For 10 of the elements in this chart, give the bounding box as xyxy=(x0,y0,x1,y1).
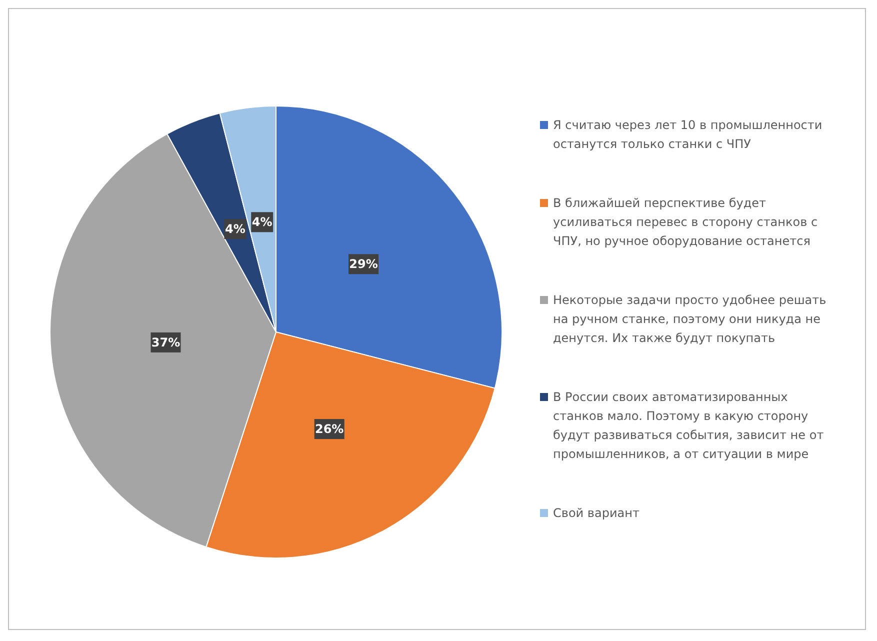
data-label: 29% xyxy=(349,257,378,272)
data-label: 26% xyxy=(314,422,344,436)
legend-label: Я считаю через лет 10 в промышленности останутся только станки с ЧПУ xyxy=(553,116,824,152)
legend-label: В ближайшей перспективе будет усиливаться перевес в сторону станков с ЧПУ, но ручное оборудование останется xyxy=(553,194,819,250)
data-label: 4% xyxy=(225,222,246,236)
legend-label: Свой вариант xyxy=(553,504,640,522)
data-label: 37% xyxy=(151,335,180,350)
legend-label: В России своих автоматизированных станков мало. Поэтому в какую сторону будут развиваться события, зависит не от промышленников, а от ситуации в мире xyxy=(553,388,825,462)
legend-label: Некоторые задачи просто удобнее решать на ручном станке, поэтому они никуда не денутся. Их также будут покупать xyxy=(553,292,828,346)
data-label: 4% xyxy=(252,215,272,230)
